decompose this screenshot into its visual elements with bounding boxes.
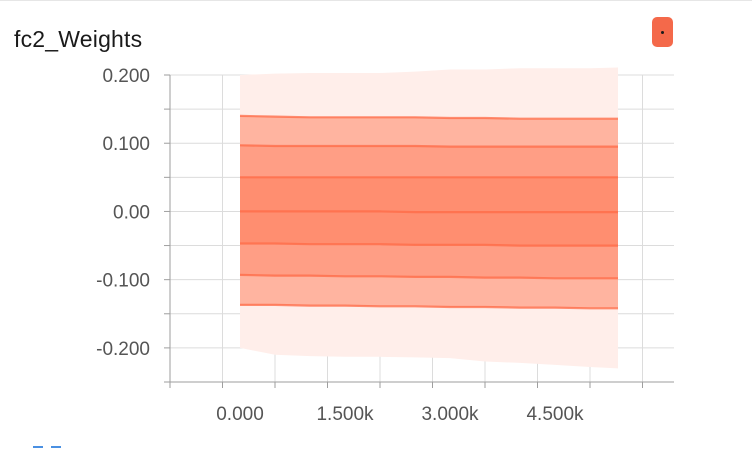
- percentile-line-p93: [239, 114, 618, 120]
- top-divider: [0, 0, 752, 1]
- percentile-line-p50: [240, 210, 618, 214]
- y-tick-label: -0.100: [96, 271, 150, 292]
- percentile-line-p7: [240, 303, 618, 310]
- y-tick-label: 0.200: [102, 66, 150, 87]
- dash-icon: [33, 446, 43, 448]
- dash-icon: [51, 446, 61, 448]
- expand-button[interactable]: [652, 17, 673, 47]
- chart-title: fc2_Weights: [14, 26, 143, 52]
- y-tick-label: 0.00: [113, 202, 150, 223]
- x-tick-label: 4.500k: [526, 404, 584, 425]
- percentile-line-p84: [239, 144, 618, 148]
- x-tick-label: 0.000: [216, 404, 264, 425]
- chart-canvas: 0.200 0.100 0.00 -0.100 -0.200 0.000 1.500k 3.0…: [96, 66, 674, 425]
- toggle-log-scale-button[interactable]: [33, 446, 61, 448]
- expand-icon: [661, 30, 664, 34]
- y-tick-label: -0.200: [96, 339, 150, 360]
- x-tick-label: 3.000k: [421, 404, 479, 425]
- percentile-line-p31: [240, 242, 618, 247]
- y-tick-label: 0.100: [102, 134, 150, 155]
- percentile-line-p16: [239, 273, 618, 280]
- x-tick-label: 1.500k: [316, 404, 374, 425]
